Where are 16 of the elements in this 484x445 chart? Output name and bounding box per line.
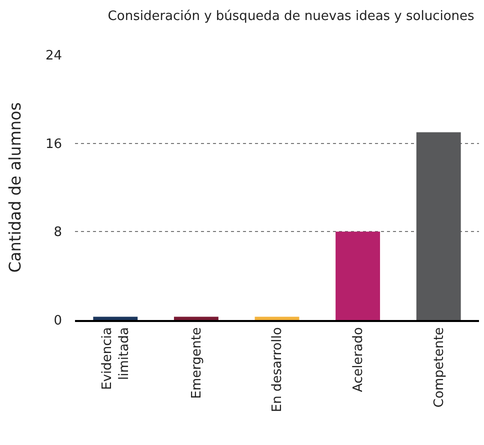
x-tick-label: Emergente [189,327,204,399]
bar [336,232,380,320]
bar [93,316,138,320]
y-tick-label: 24 [45,48,62,64]
y-tick-label: 8 [54,225,62,240]
x-tick-label: Acelerado [351,327,366,392]
y-tick-label: 16 [45,136,62,152]
chart-title: Consideración y búsqueda de nuevas ideas y soluciones [108,9,475,24]
x-tick-label: En desarrollo [270,327,286,412]
bar [416,132,461,320]
x-tick-label: Competente [432,327,447,408]
y-tick-label: 0 [54,314,62,329]
y-axis-title: Cantidad de alumnos [5,102,24,273]
bar [254,316,300,320]
bar [174,316,218,320]
x-tick-label: Evidencia limitada [100,327,132,390]
